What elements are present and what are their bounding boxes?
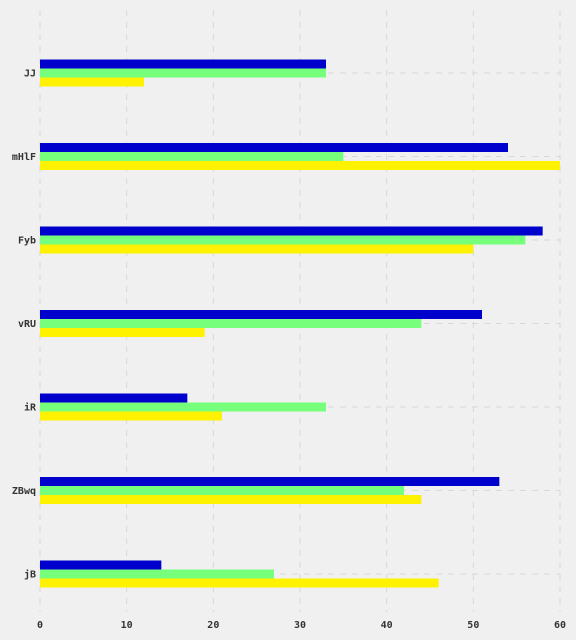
bar <box>40 235 526 245</box>
x-tick-label: 30 <box>294 620 306 631</box>
x-tick-label: 50 <box>467 620 479 631</box>
y-tick-label: ZBwq <box>12 486 36 497</box>
bar <box>40 68 326 78</box>
bar <box>40 226 543 236</box>
bar <box>40 143 508 152</box>
bar <box>40 161 560 170</box>
bar <box>40 310 482 319</box>
bar <box>40 328 205 337</box>
x-tick-labels: 0 10 20 30 40 50 60 <box>37 620 566 631</box>
y-tick-label: jB <box>24 569 36 581</box>
bar-layer <box>40 59 560 588</box>
bar <box>40 560 162 570</box>
bar <box>40 152 344 161</box>
x-tick-label: 20 <box>207 620 219 631</box>
y-tick-label: JJ <box>24 69 36 80</box>
bar <box>40 244 474 254</box>
bar <box>40 77 144 87</box>
bar <box>40 411 222 421</box>
bar <box>40 319 422 328</box>
y-tick-label: mHlF <box>12 152 36 163</box>
bar <box>40 569 274 579</box>
bar <box>40 495 422 504</box>
x-tick-label: 0 <box>37 620 43 631</box>
bar <box>40 59 326 69</box>
x-tick-label: 10 <box>121 620 133 631</box>
y-tick-label: iR <box>24 402 37 414</box>
y-tick-label: vRU <box>18 319 36 330</box>
bar <box>40 402 326 412</box>
y-tick-labels: JJ mHlF Fyb vRU iR ZBwq jB <box>12 69 37 581</box>
bar <box>40 578 439 588</box>
x-tick-label: 60 <box>554 620 566 631</box>
y-tick-label: Fyb <box>18 236 36 247</box>
bar <box>40 486 404 495</box>
bar <box>40 477 500 486</box>
x-tick-label: 40 <box>381 620 393 631</box>
bar <box>40 393 188 403</box>
